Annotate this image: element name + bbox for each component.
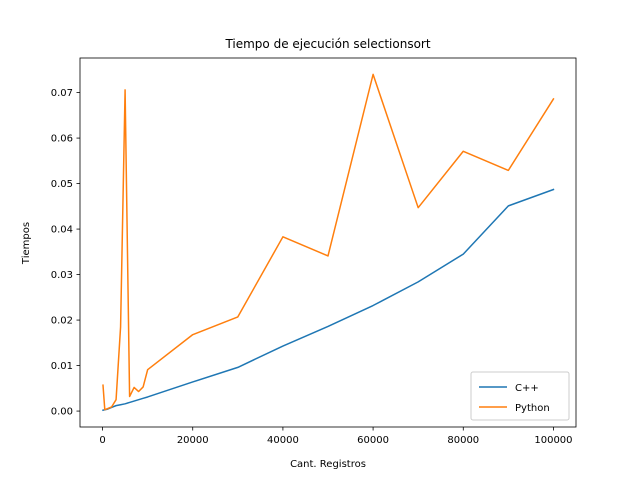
y-tick-label: 0.00 xyxy=(51,407,73,418)
x-tick-label: 80000 xyxy=(447,435,479,446)
chart-title: Tiempo de ejecución selectionsort xyxy=(224,37,430,51)
y-tick-label: 0.04 xyxy=(51,225,73,236)
plot-frame xyxy=(79,57,577,428)
legend-label-1: Python xyxy=(515,403,550,414)
x-axis-label: Cant. Registros xyxy=(290,459,366,470)
y-axis-label: Tiempos xyxy=(21,222,32,265)
y-tick-label: 0.06 xyxy=(51,134,73,145)
x-tick-label: 60000 xyxy=(357,435,389,446)
y-tick-label: 0.02 xyxy=(51,316,73,327)
y-tick-label: 0.05 xyxy=(51,179,73,190)
legend-label-0: C++ xyxy=(515,383,539,394)
series-line-1 xyxy=(102,73,555,411)
y-tick-label: 0.07 xyxy=(51,88,73,99)
x-tick-label: 0 xyxy=(99,435,105,446)
x-tick-label: 20000 xyxy=(177,435,209,446)
y-tick-label: 0.03 xyxy=(51,270,73,281)
x-tick-label: 40000 xyxy=(267,435,299,446)
y-tick-label: 0.01 xyxy=(51,361,73,372)
series-line-0 xyxy=(102,188,555,412)
plot-area: 0 20000 40000 60000 80000 100000 0.00 0.01 0.02 0… xyxy=(51,57,577,446)
legend-box xyxy=(470,371,570,421)
x-tick-label: 100000 xyxy=(534,435,572,446)
legend: C++ Python xyxy=(470,371,570,421)
